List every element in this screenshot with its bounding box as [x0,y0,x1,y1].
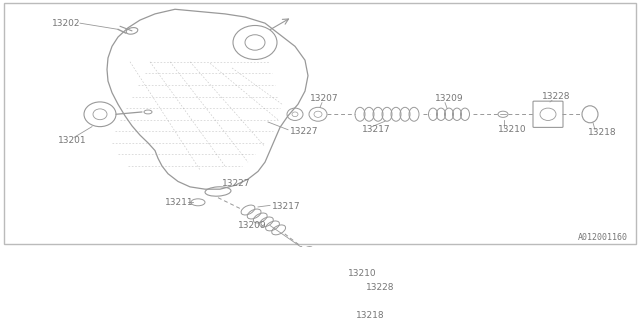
Text: 13227: 13227 [290,127,319,136]
Text: 13202: 13202 [52,19,81,28]
Text: 13211: 13211 [165,198,194,207]
Text: 13228: 13228 [366,284,395,292]
Text: 13217: 13217 [362,125,390,134]
Text: 13227: 13227 [222,179,250,188]
Text: 13210: 13210 [348,269,377,278]
Text: 13228: 13228 [542,92,570,101]
Text: 13207: 13207 [310,94,339,103]
Text: A012001160: A012001160 [578,234,628,243]
Text: 13218: 13218 [356,311,385,320]
Text: 13217: 13217 [272,203,301,212]
Text: 13209: 13209 [435,94,463,103]
Text: 13210: 13210 [498,125,527,134]
Text: 13218: 13218 [588,128,616,137]
Text: 13209: 13209 [238,221,267,230]
Text: 13201: 13201 [58,136,86,145]
